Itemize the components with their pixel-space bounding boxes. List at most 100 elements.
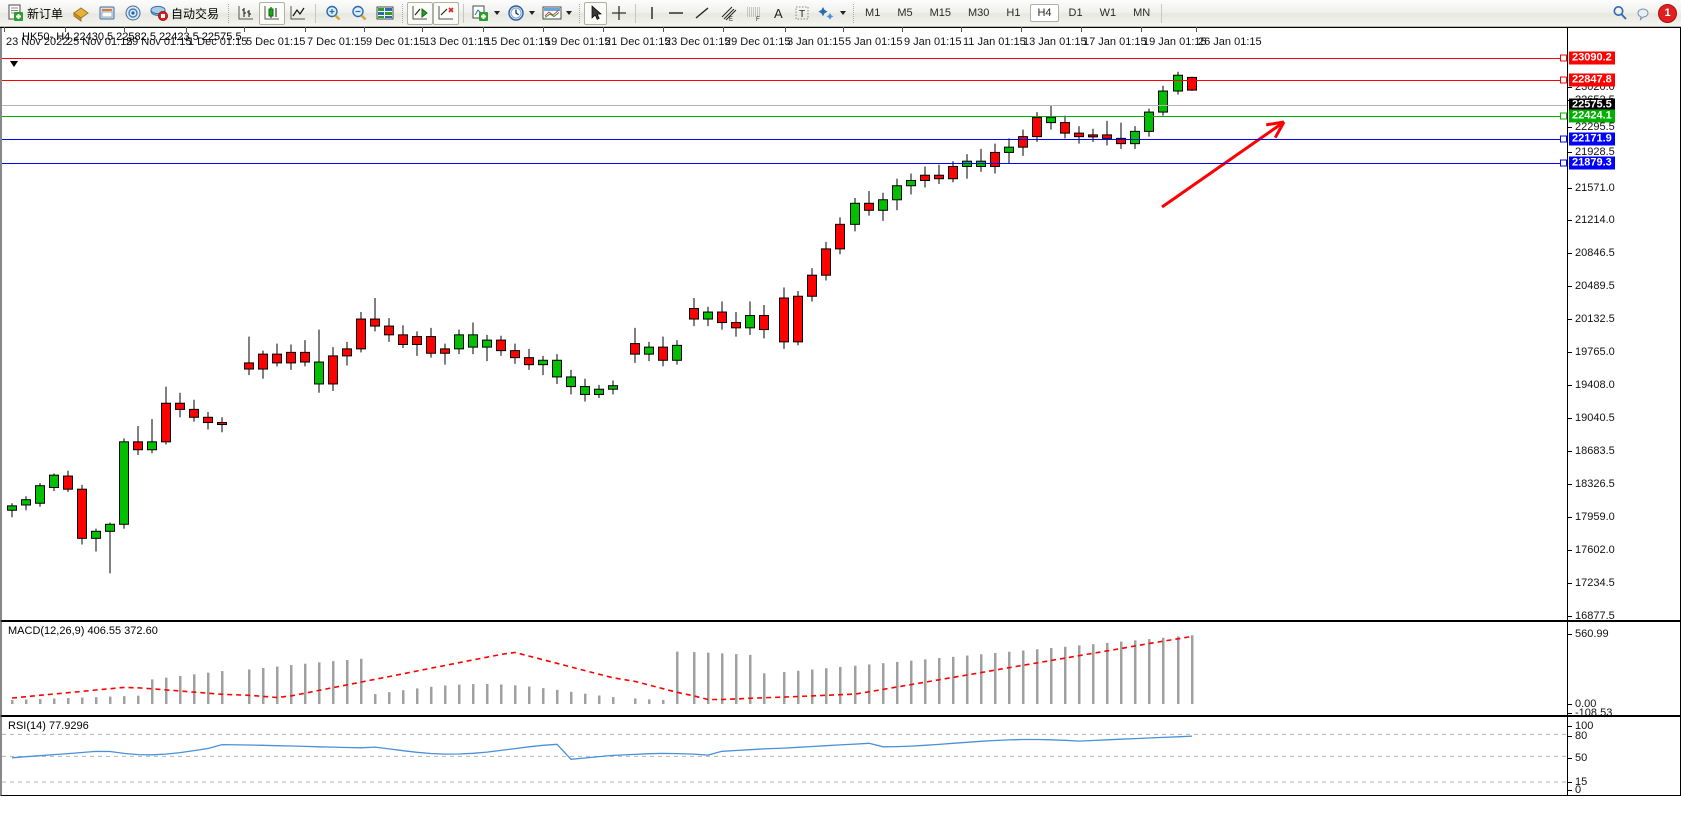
- stop-loss-blue-1-price-tag[interactable]: 22171.9: [1569, 132, 1615, 146]
- equidistant-channel-button[interactable]: E: [715, 2, 741, 25]
- take-profit-green-line[interactable]: [2, 116, 1567, 117]
- cursor-button[interactable]: [584, 1, 608, 25]
- candle: [1032, 112, 1042, 142]
- candlestick-chart-button[interactable]: [259, 1, 286, 25]
- chart-shift-button[interactable]: [407, 1, 434, 25]
- candle: [203, 412, 213, 430]
- price-pane[interactable]: HK50-,H4 22430.5 22582.5 22423.5 22575.5…: [0, 27, 1681, 653]
- new-order-button[interactable]: 新订单: [4, 2, 68, 25]
- bar-chart-icon: [238, 6, 254, 20]
- time-label: 11 Jan 01:15: [963, 36, 1026, 48]
- signals-button[interactable]: [120, 2, 146, 25]
- macd-histogram-bar: [248, 669, 251, 704]
- autotrading-icon: [150, 5, 169, 21]
- period-button[interactable]: [503, 2, 538, 25]
- timeframe-w1[interactable]: W1: [1099, 7, 1117, 19]
- macd-histogram-bar: [25, 699, 28, 704]
- vertical-line-button[interactable]: [640, 2, 663, 25]
- macd-histogram-bar: [39, 699, 42, 704]
- macd-histogram-bar: [896, 661, 899, 704]
- last-price-price-tag[interactable]: 22575.5: [1569, 98, 1615, 112]
- candle: [524, 348, 534, 370]
- stop-loss-blue-2-line[interactable]: [2, 163, 1567, 164]
- macd-histogram-bar: [1022, 650, 1025, 704]
- line-chart-button[interactable]: [285, 2, 311, 25]
- stop-loss-blue-2-price-tag[interactable]: 21879.3: [1569, 156, 1615, 170]
- timeframe-h4[interactable]: H4: [1030, 4, 1059, 22]
- indicators-icon: [376, 6, 394, 20]
- timeframe-mn[interactable]: MN: [1133, 7, 1151, 19]
- alert-count-badge[interactable]: 1: [1658, 3, 1677, 23]
- timeframe-m30[interactable]: M30: [968, 7, 990, 19]
- chevron-down-icon[interactable]: [566, 11, 573, 15]
- chevron-down-icon[interactable]: [494, 11, 501, 15]
- take-profit-upper-handle[interactable]: [1560, 54, 1567, 62]
- time-label: 7 Dec 01:15: [307, 36, 367, 48]
- objects-button[interactable]: [814, 2, 849, 25]
- order-level-red-handle[interactable]: [1560, 76, 1567, 84]
- stop-loss-blue-1-line[interactable]: [2, 139, 1567, 140]
- expert-advisors-button[interactable]: [68, 2, 94, 25]
- candle: [1130, 126, 1140, 149]
- add-indicator-button[interactable]: [468, 2, 503, 25]
- data-window-button[interactable]: [372, 2, 398, 25]
- chevron-down-icon[interactable]: [529, 11, 536, 15]
- candle: [426, 327, 436, 358]
- chart-collapse-arrow[interactable]: [10, 61, 18, 67]
- crosshair-button[interactable]: [607, 2, 631, 25]
- price-plot[interactable]: [2, 27, 1567, 620]
- take-profit-upper-price-tag[interactable]: 23090.2: [1569, 51, 1615, 65]
- zoom-in-button[interactable]: [320, 2, 346, 25]
- time-tick: [723, 27, 724, 32]
- bar-chart-button[interactable]: [233, 2, 259, 25]
- line-chart-icon: [290, 6, 306, 20]
- timeframe-m15[interactable]: M15: [929, 7, 951, 19]
- macd-histogram-bar: [402, 690, 405, 704]
- timeframe-m1[interactable]: M1: [865, 7, 881, 19]
- stop-loss-blue-1-handle[interactable]: [1560, 135, 1567, 143]
- macd-pane[interactable]: MACD(12,26,9) 406.55 372.60 560.99 0.00: [0, 621, 1681, 716]
- last-price-line[interactable]: [2, 105, 1567, 106]
- take-profit-green-handle[interactable]: [1560, 112, 1567, 120]
- time-label: 21 Dec 01:15: [605, 36, 671, 48]
- macd-histogram-bar: [179, 675, 182, 704]
- time-tick: [603, 27, 604, 32]
- rsi-pane[interactable]: RSI(14) 77.9296 -108.53 100 80 50 15 0: [0, 707, 1681, 796]
- time-tick: [65, 27, 66, 32]
- bullish-trend-arrow[interactable]: [2, 27, 1567, 619]
- timeframe-h1[interactable]: H1: [1006, 7, 1021, 19]
- templates-button[interactable]: [538, 2, 575, 25]
- timeframe-d1[interactable]: D1: [1068, 7, 1083, 19]
- text-button[interactable]: A: [767, 2, 790, 25]
- zoom-out-button[interactable]: [346, 2, 372, 25]
- stop-loss-blue-2-handle[interactable]: [1560, 159, 1567, 167]
- candle: [1102, 120, 1112, 146]
- candle: [1046, 105, 1056, 130]
- trendline-button[interactable]: [689, 2, 715, 25]
- auto-scroll-button[interactable]: [433, 1, 460, 25]
- order-level-red-price-tag[interactable]: 22847.8: [1569, 73, 1615, 87]
- price-axis[interactable]: 23020.022652.522295.521928.521571.021214…: [1567, 27, 1680, 653]
- candle: [63, 470, 73, 492]
- order-level-red-line[interactable]: [2, 80, 1567, 81]
- timeframe-group: M1 M5 M15 M30 H1 H4 D1 W1 MN: [858, 4, 1157, 22]
- take-profit-upper-line[interactable]: [2, 58, 1567, 59]
- horizontal-line-button[interactable]: [663, 2, 689, 25]
- macd-histogram-bar: [676, 651, 679, 704]
- candle: [566, 369, 576, 395]
- take-profit-green-price-tag[interactable]: 22424.1: [1569, 109, 1615, 123]
- toolbar-divider: [463, 3, 465, 23]
- label-button[interactable]: T: [790, 2, 814, 25]
- alerts-button[interactable]: [1632, 2, 1656, 25]
- macd-histogram-bar: [783, 672, 786, 704]
- candle: [745, 301, 755, 335]
- hline-icon: [669, 12, 684, 14]
- chevron-down-icon[interactable]: [840, 11, 847, 15]
- autotrading-button[interactable]: 自动交易: [146, 2, 224, 25]
- fibonacci-button[interactable]: F: [741, 2, 767, 25]
- terminal-button[interactable]: [94, 2, 120, 25]
- auto-scroll-icon: [438, 6, 454, 20]
- search-button[interactable]: [1608, 2, 1632, 25]
- timeframe-m5[interactable]: M5: [897, 7, 913, 19]
- candle: [482, 334, 492, 362]
